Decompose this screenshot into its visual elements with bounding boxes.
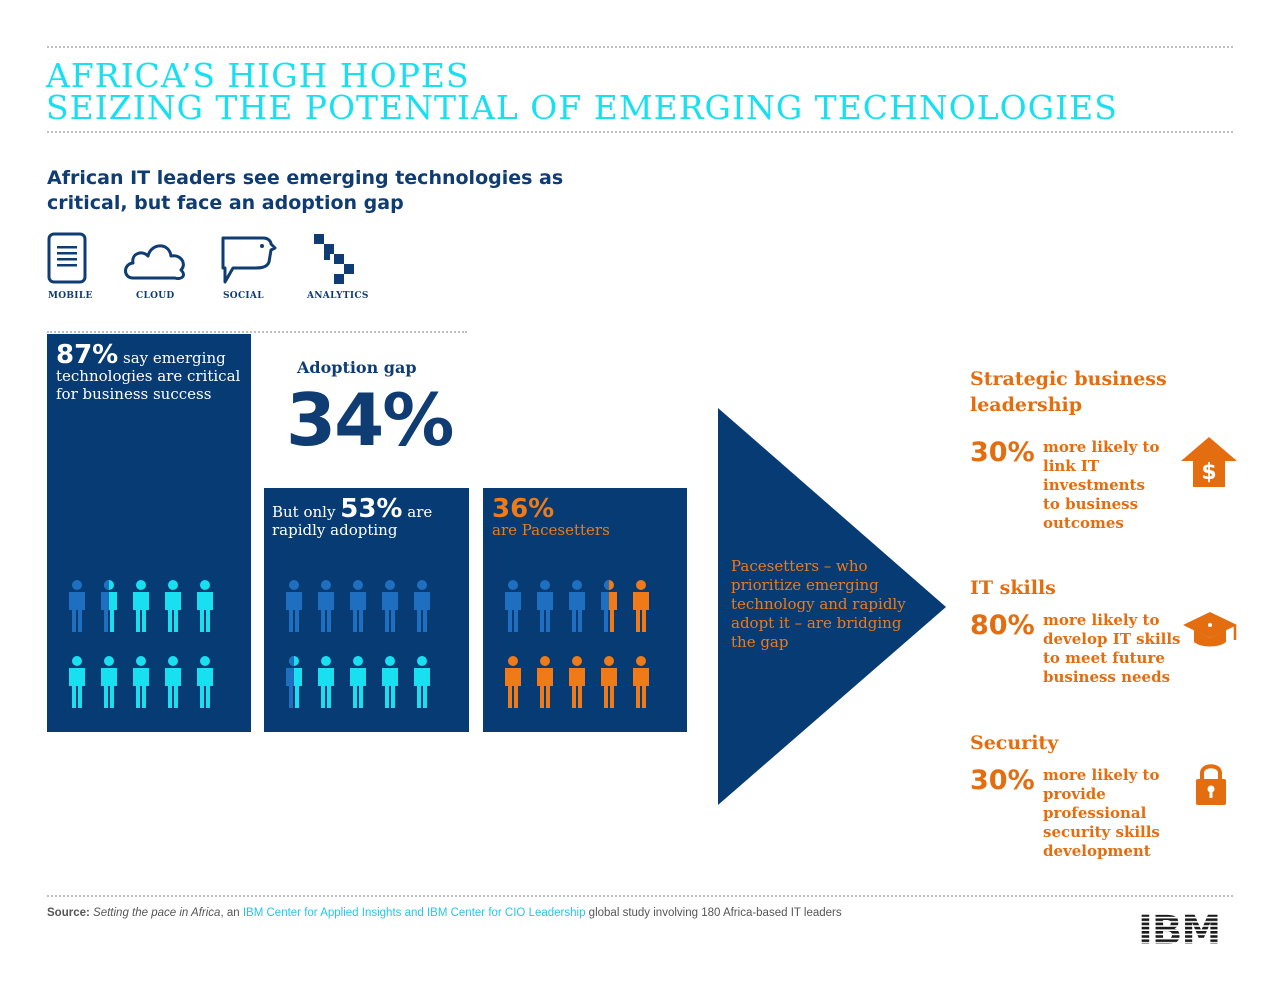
person-figure (505, 580, 521, 632)
person-figure (286, 656, 302, 708)
person-figure (537, 656, 553, 708)
social-label: SOCIAL (223, 291, 264, 301)
person-figure (569, 580, 585, 632)
person-figure (318, 580, 334, 632)
adopting-people (286, 580, 430, 708)
source-note: Source: Setting the pace in Africa, an I… (47, 907, 842, 919)
cloud-icon (121, 232, 191, 286)
benefit-pct-security: 30% (970, 765, 1035, 796)
source-end: global study involving 180 Africa-based … (585, 907, 842, 919)
benefit-pct-skills: 80% (970, 610, 1035, 641)
person-figure (101, 656, 117, 708)
analytics-icon (312, 232, 382, 286)
padlock-icon (1194, 762, 1228, 810)
adopting-text: rapidly adopting (272, 521, 398, 539)
critical-people (69, 580, 213, 708)
bridging-arrow (718, 408, 946, 805)
person-figure (633, 580, 649, 632)
source-mid: , an (220, 907, 243, 919)
svg-text:IBM: IBM (1138, 910, 1220, 950)
person-figure (197, 656, 213, 708)
dollar-up-icon: $ (1181, 437, 1237, 491)
benefit-heading-leadership: Strategic business leadership (970, 368, 1167, 416)
adoption-gap-label: Adoption gap (297, 358, 417, 377)
adopting-suffix: are (407, 503, 433, 521)
person-figure (133, 580, 149, 632)
person-figure (197, 580, 213, 632)
benefit-heading-skills: IT skills (970, 577, 1056, 599)
section-heading: African IT leaders see emerging technolo… (47, 167, 564, 214)
pacesetters-people (505, 580, 649, 708)
person-figure (318, 656, 334, 708)
ibm-logo: IBM (1138, 908, 1238, 954)
page-title: AFRICA’S HIGH HOPES (46, 56, 470, 95)
benefit-text-leadership: more likely to link IT investments to bu… (1043, 438, 1160, 532)
person-figure (69, 580, 85, 632)
person-figure (165, 580, 181, 632)
benefit-text-skills: more likely to develop IT skills to meet… (1043, 611, 1181, 686)
person-figure (633, 656, 649, 708)
mobile-icon (46, 232, 116, 286)
person-figure (601, 580, 617, 632)
critical-text: technologies are critical for business s… (56, 367, 241, 403)
page-subtitle: SEIZING THE POTENTIAL OF EMERGING TECHNO… (46, 88, 1118, 127)
benefit-heading-security: Security (970, 732, 1059, 754)
person-figure (505, 656, 521, 708)
person-figure (350, 656, 366, 708)
person-figure (382, 656, 398, 708)
person-figure (133, 656, 149, 708)
adopting-prefix: But only (272, 503, 336, 521)
icons-divider (47, 331, 467, 333)
pacesetters-panel: 36% are Pacesetters (483, 488, 687, 732)
cloud-label: CLOUD (136, 291, 175, 301)
source-link[interactable]: IBM Center for Applied Insights and IBM … (242, 907, 586, 919)
person-figure (569, 656, 585, 708)
person-figure (165, 656, 181, 708)
graduation-cap-icon (1181, 610, 1239, 654)
person-figure (101, 580, 117, 632)
source-title: Setting the pace in Africa (93, 907, 221, 919)
person-figure (537, 580, 553, 632)
source-label: Source: (47, 907, 90, 919)
person-figure (382, 580, 398, 632)
critical-panel: 87% say emerging technologies are critic… (47, 334, 251, 732)
person-figure (350, 580, 366, 632)
benefit-text-security: more likely to provide professional secu… (1043, 766, 1160, 860)
social-icon (219, 232, 289, 286)
adopting-panel: But only 53% are rapidly adopting (264, 488, 469, 732)
mobile-label: MOBILE (48, 291, 93, 301)
critical-text-inline: say emerging (123, 349, 226, 367)
arrow-text: Pacesetters – who prioritize emerging te… (731, 557, 906, 651)
adoption-gap-pct: 34% (286, 378, 454, 462)
svg-text:$: $ (1201, 460, 1216, 485)
person-figure (601, 656, 617, 708)
person-figure (414, 580, 430, 632)
pacesetters-pct: 36% (492, 494, 555, 524)
person-figure (414, 656, 430, 708)
benefit-pct-leadership: 30% (970, 437, 1035, 468)
critical-pct: 87% (56, 340, 119, 370)
person-figure (69, 656, 85, 708)
analytics-label: ANALYTICS (307, 291, 369, 301)
footer-divider (47, 895, 1233, 897)
top-divider (47, 46, 1233, 48)
pacesetters-text: are Pacesetters (492, 521, 610, 539)
person-figure (286, 580, 302, 632)
title-divider (47, 131, 1233, 133)
adopting-pct: 53% (340, 494, 403, 524)
